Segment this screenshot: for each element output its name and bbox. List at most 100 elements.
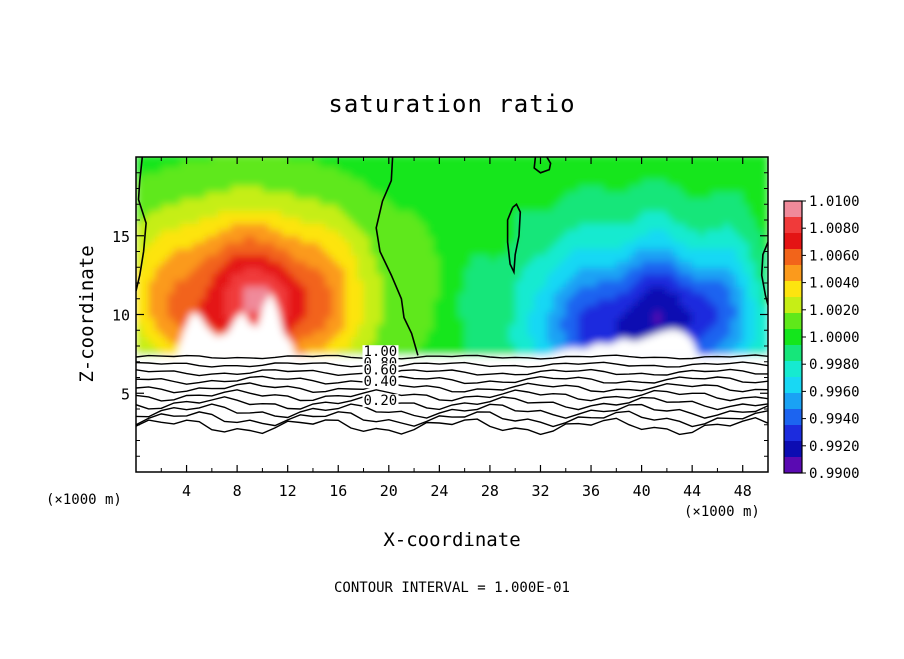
field-cell — [565, 160, 573, 168]
field-cell — [331, 311, 339, 319]
field-cell — [591, 197, 598, 205]
field-cell — [452, 349, 459, 357]
field-cell — [142, 349, 150, 357]
field-cell — [666, 292, 674, 300]
field-cell — [357, 191, 365, 199]
field-cell — [205, 305, 213, 312]
field-cell — [452, 157, 459, 161]
field-cell — [287, 242, 295, 249]
field-cell — [180, 157, 188, 161]
field-cell — [192, 248, 200, 256]
field-cell — [439, 223, 447, 231]
field-cell — [723, 185, 731, 193]
field-cell — [275, 248, 282, 256]
field-cell — [300, 273, 308, 281]
field-cell — [508, 166, 516, 174]
field-cell — [230, 204, 238, 212]
field-cell — [591, 223, 598, 231]
field-cell — [426, 330, 434, 338]
field-cell — [433, 305, 440, 312]
colorbar-label: 1.0040 — [809, 276, 860, 292]
field-cell — [610, 191, 617, 199]
field-cell — [761, 298, 768, 306]
field-cell — [761, 242, 768, 249]
field-cell — [186, 204, 194, 212]
field-cell — [205, 273, 213, 281]
field-cell — [698, 172, 706, 180]
field-cell — [167, 160, 175, 168]
field-cell — [414, 216, 421, 224]
field-cell — [275, 157, 282, 161]
field-cell — [382, 229, 390, 237]
field-cell — [218, 157, 226, 161]
field-cell — [287, 273, 295, 281]
field-cell — [382, 323, 390, 331]
field-cell — [414, 210, 421, 218]
field-cell — [464, 185, 472, 193]
field-cell — [540, 204, 548, 212]
field-cell — [338, 235, 346, 243]
field-cell — [382, 248, 390, 256]
field-cell — [717, 242, 725, 249]
field-cell — [237, 157, 245, 161]
field-cell — [161, 229, 169, 237]
field-cell — [635, 254, 643, 262]
field-cell — [211, 317, 219, 325]
field-cell — [755, 197, 763, 205]
field-cell — [730, 191, 737, 199]
field-cell — [730, 223, 737, 231]
field-cell — [350, 216, 358, 224]
field-cell — [458, 185, 466, 193]
y-tick-label: 15 — [112, 228, 130, 246]
field-cell — [704, 298, 712, 306]
field-cell — [161, 279, 169, 287]
field-cell — [369, 260, 377, 268]
field-cell — [325, 273, 333, 281]
field-cell — [508, 317, 516, 325]
field-cell — [249, 157, 257, 161]
field-cell — [256, 305, 263, 312]
field-cell — [344, 191, 352, 199]
field-cell — [363, 229, 371, 237]
field-cell — [742, 235, 750, 243]
field-cell — [622, 185, 630, 193]
field-cell — [521, 298, 529, 306]
field-cell — [445, 210, 453, 218]
field-cell — [161, 311, 169, 319]
field-cell — [698, 298, 706, 306]
field-cell — [199, 286, 207, 294]
field-cell — [749, 229, 756, 237]
field-cell — [192, 305, 200, 312]
field-cell — [723, 204, 731, 212]
field-cell — [502, 223, 510, 231]
field-cell — [167, 223, 175, 231]
field-cell — [521, 179, 529, 186]
field-cell — [186, 254, 194, 262]
field-cell — [363, 166, 371, 174]
field-cell — [224, 223, 232, 231]
field-cell — [414, 330, 421, 338]
field-cell — [325, 279, 333, 287]
field-cell — [237, 166, 245, 174]
field-cell — [388, 191, 396, 199]
field-cell — [249, 166, 257, 174]
field-cell — [635, 235, 643, 243]
field-cell — [723, 298, 731, 306]
field-cell — [414, 336, 421, 344]
field-cell — [736, 204, 744, 212]
field-cell — [433, 330, 440, 338]
field-cell — [136, 298, 143, 306]
field-cell — [610, 166, 617, 174]
field-cell — [584, 336, 592, 344]
field-cell — [584, 279, 592, 287]
field-cell — [673, 254, 681, 262]
field-cell — [515, 185, 523, 193]
field-cell — [414, 286, 421, 294]
field-cell — [439, 179, 447, 186]
field-cell — [749, 166, 756, 174]
field-cell — [584, 229, 592, 237]
field-cell — [723, 305, 731, 312]
field-cell — [287, 229, 295, 237]
field-cell — [256, 210, 263, 218]
field-cell — [603, 254, 611, 262]
